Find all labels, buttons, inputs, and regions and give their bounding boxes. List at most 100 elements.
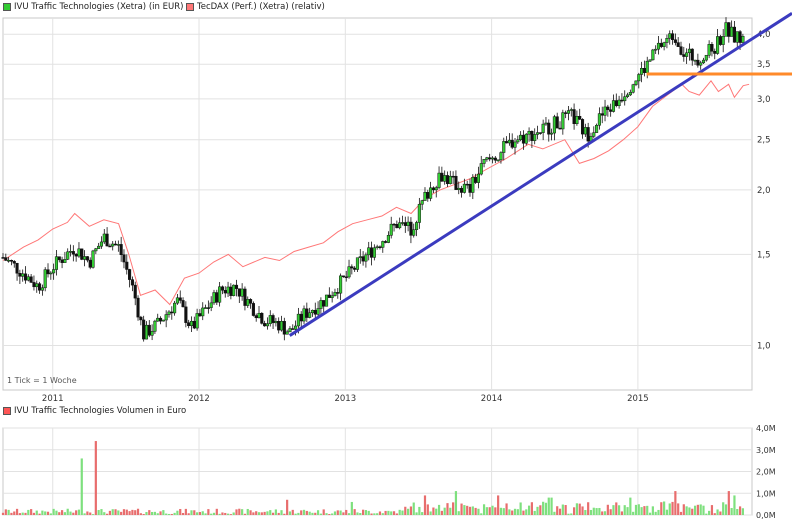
price-panel-frame — [2, 17, 753, 391]
candle-body — [71, 251, 75, 255]
volume-bar — [553, 511, 556, 515]
volume-bar — [398, 509, 401, 515]
volume-bar — [269, 510, 272, 515]
candle-body — [319, 300, 323, 309]
candle-body — [721, 36, 725, 45]
candle-body — [384, 241, 388, 243]
candle-body — [116, 244, 120, 246]
candle-body — [696, 59, 700, 66]
volume-bar — [359, 512, 362, 515]
volume-bar — [409, 506, 413, 515]
candle-body — [583, 127, 587, 135]
volume-bar — [345, 509, 348, 515]
volume-bar — [665, 509, 669, 515]
candle-body — [510, 139, 514, 148]
volume-bar — [294, 513, 297, 515]
volume-tick-label: 3,0M — [756, 446, 776, 455]
candle-body — [161, 319, 165, 322]
volume-bar — [449, 507, 452, 515]
candle-body — [125, 261, 129, 270]
candle-body — [133, 284, 137, 299]
candle-body — [21, 273, 25, 277]
volume-bar — [508, 509, 511, 515]
candle-body — [170, 311, 174, 314]
volume-bar — [457, 511, 460, 515]
volume-bar — [660, 502, 663, 515]
volume-bar — [485, 507, 488, 515]
candle-body — [263, 323, 267, 327]
legend-swatch-tecdax — [186, 3, 194, 11]
volume-bar — [654, 511, 657, 515]
candle-body — [330, 295, 334, 298]
volume-bar — [280, 510, 283, 515]
candle-body — [538, 132, 542, 134]
candle-body — [690, 48, 694, 61]
candle-body — [414, 222, 419, 230]
candle-body — [35, 283, 39, 288]
volume-bar — [446, 503, 449, 515]
volume-bar — [210, 513, 213, 515]
x-tick-label: 2013 — [334, 394, 356, 404]
volume-bar — [550, 497, 553, 515]
volume-bar — [480, 513, 483, 515]
candle-body — [184, 306, 188, 323]
candle-body — [234, 284, 239, 289]
candle-body — [299, 313, 303, 322]
candle-body — [305, 308, 309, 318]
candle-body — [676, 42, 680, 47]
candle-body — [60, 259, 64, 263]
candle-body — [544, 122, 548, 125]
candle-body — [716, 36, 720, 54]
candle-body — [547, 122, 551, 135]
candle-body — [386, 235, 390, 243]
candle-body — [68, 251, 73, 253]
candle-body — [361, 256, 365, 262]
volume-bar — [466, 505, 469, 515]
candle-body — [417, 203, 421, 223]
volume-bar — [663, 501, 666, 515]
candle-body — [614, 100, 618, 107]
candle-body — [412, 229, 416, 236]
volume-bar — [499, 507, 503, 515]
candle-body — [229, 286, 233, 296]
candle-body — [164, 314, 168, 321]
candle-body — [564, 112, 568, 114]
volume-bar — [105, 513, 109, 515]
candle-body — [85, 256, 89, 261]
volume-bar — [184, 508, 187, 515]
volume-bar — [620, 511, 624, 515]
candle-body — [580, 119, 585, 135]
volume-bar — [331, 513, 334, 515]
volume-bar — [10, 512, 13, 515]
volume-bar — [238, 508, 241, 515]
candle-body — [389, 223, 393, 236]
volume-tick-label: 0,0M — [756, 511, 776, 520]
candle-body — [623, 96, 627, 102]
candle-body — [358, 256, 362, 258]
volume-bar — [730, 508, 733, 515]
candle-body — [409, 221, 413, 236]
volume-bar — [249, 510, 252, 515]
volume-bar — [460, 503, 463, 515]
volume-bar — [266, 511, 269, 515]
volume-bar — [117, 510, 120, 515]
volume-bar — [626, 507, 629, 515]
volume-bar — [716, 509, 719, 515]
volume-bar — [120, 511, 123, 515]
candle-body — [150, 331, 154, 336]
volume-bar — [27, 509, 30, 515]
volume-bar — [612, 505, 615, 515]
candle-body — [668, 33, 672, 39]
volume-bar — [283, 513, 286, 515]
candle-body — [288, 328, 292, 333]
volume-bar — [114, 509, 117, 515]
candle-body — [597, 113, 601, 126]
candle-body — [682, 54, 686, 57]
candle-body — [429, 187, 433, 199]
candle-body — [347, 266, 351, 278]
candle-body — [237, 288, 241, 297]
volume-bar — [156, 513, 159, 515]
volume-bar — [390, 511, 393, 515]
candle-body — [609, 109, 613, 112]
volume-bar — [561, 504, 564, 515]
